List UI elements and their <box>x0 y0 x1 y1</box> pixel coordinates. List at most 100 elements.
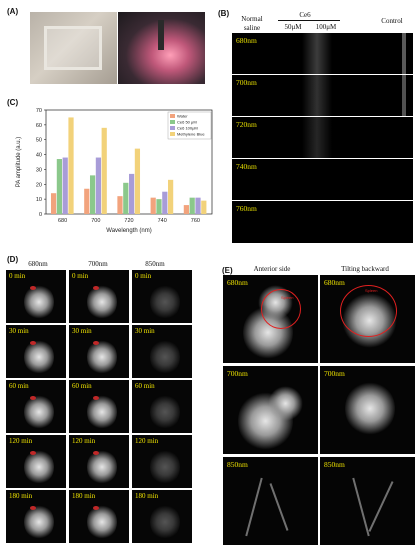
y-tick-label: 40 <box>36 153 42 159</box>
time-tile-r4-c0: 180 min <box>6 490 66 543</box>
y-tick-label: 30 <box>36 167 42 173</box>
strip-label-760: 760nm <box>236 204 257 213</box>
time-label: 120 min <box>9 437 33 445</box>
time-tile-r2-c1: 60 min <box>69 380 129 433</box>
panel-d-label: (D) <box>7 255 19 264</box>
time-label: 120 min <box>135 437 159 445</box>
e-col-header-anterior: Anterior side <box>253 265 291 273</box>
spleen-label-anterior: Spleen <box>281 295 294 300</box>
time-label: 0 min <box>72 272 89 280</box>
x-tick-label: 720 <box>124 218 133 224</box>
y-tick-label: 10 <box>36 197 42 203</box>
bar-water-760 <box>183 205 189 214</box>
y-tick-label: 20 <box>36 182 42 188</box>
time-label: 0 min <box>135 272 152 280</box>
header-ce6-underline <box>278 20 340 21</box>
legend-swatch <box>170 132 175 136</box>
pa-strip-stack: 680nm 700nm 720nm 740nm 760nm <box>232 33 413 243</box>
time-label: 180 min <box>9 492 33 500</box>
bar-ce6-50-μm-720 <box>123 182 129 214</box>
x-tick-label: 700 <box>91 218 100 224</box>
time-tile-r0-c0: 0 min <box>6 270 66 323</box>
panel-a-photos <box>30 12 205 84</box>
e-tile-tilting-680: 680nm Spleen <box>320 275 415 363</box>
time-tile-r4-c2: 180 min <box>132 490 192 543</box>
bar-ce6-50-μm-740 <box>156 199 162 214</box>
time-series-grid: 0 min 0 min 0 min 30 min 30 min 30 min 60 min 6… <box>6 270 192 545</box>
panel-b-label: (B) <box>218 9 230 18</box>
e-tile-anterior-700: 700nm <box>223 366 318 454</box>
panel-a-label: (A) <box>7 7 19 16</box>
x-axis-label: Wavelength (nm) <box>106 228 151 234</box>
time-label: 60 min <box>135 382 155 390</box>
bar-methylene-blue-680 <box>68 117 74 214</box>
phantom-tray-photo <box>30 12 118 84</box>
strip-label-700: 700nm <box>236 78 257 87</box>
e-tile-tilting-850: 850nm <box>320 457 415 545</box>
time-tile-r3-c2: 120 min <box>132 435 192 488</box>
pa-amplitude-chart: 0 10 20 30 40 50 60 70 PA amplitude (a.u.) 680 700… <box>16 108 213 234</box>
e-row-label-680a: 680nm <box>227 278 248 287</box>
imaging-setup-photo <box>118 12 205 84</box>
phantom-tray <box>44 26 102 70</box>
time-tile-r0-c1: 0 min <box>69 270 129 323</box>
legend-swatch <box>170 120 175 124</box>
header-control: Control <box>381 17 403 25</box>
time-label: 60 min <box>9 382 29 390</box>
legend-entry: Water <box>177 114 188 119</box>
y-tick-label: 60 <box>36 123 42 129</box>
header-50um: 50μM <box>284 23 302 31</box>
bar-water-680 <box>50 193 57 214</box>
e-row-label-680b: 680nm <box>324 278 345 287</box>
orientation-grid: 680nm Spleen 680nm Spleen 700nm 700nm 85… <box>223 275 415 545</box>
spleen-label-tilting: Spleen <box>365 288 378 293</box>
strip-label-680: 680nm <box>236 36 257 45</box>
pa-strip-700: 700nm <box>232 75 413 116</box>
x-tick-label: 760 <box>191 218 200 224</box>
y-tick-label: 0 <box>39 212 42 218</box>
legend-entry: Ce6 50 μM <box>177 120 197 125</box>
legend-swatch <box>170 126 175 130</box>
e-tile-anterior-680: 680nm Spleen <box>223 275 318 363</box>
time-tile-r0-c2: 0 min <box>132 270 192 323</box>
bar-methylene-blue-760 <box>201 200 207 214</box>
time-tile-r1-c2: 30 min <box>132 325 192 378</box>
time-tile-r1-c0: 30 min <box>6 325 66 378</box>
strip-control-700 <box>402 75 406 116</box>
bar-methylene-blue-700 <box>101 127 107 214</box>
bar-ce6-100μm-760 <box>195 197 201 214</box>
y-tick-label: 50 <box>36 138 42 144</box>
bar-ce6-100μm-680 <box>62 157 68 214</box>
time-label: 120 min <box>72 437 96 445</box>
time-tile-r1-c1: 30 min <box>69 325 129 378</box>
bar-ce6-100μm-700 <box>95 157 102 214</box>
bar-methylene-blue-720 <box>134 148 141 214</box>
header-100um: 100μM <box>315 23 337 31</box>
e-tile-anterior-850: 850nm <box>223 457 318 545</box>
time-label: 180 min <box>135 492 159 500</box>
pa-strip-760: 760nm <box>232 201 413 243</box>
d-col-header-850: 850nm <box>145 260 165 268</box>
bar-ce6-100μm-720 <box>129 173 135 214</box>
header-ce6: Ce6 <box>299 11 311 19</box>
y-tick-label: 70 <box>36 108 42 114</box>
strip-control-680 <box>402 33 406 74</box>
y-axis-label: PA amplitude (a.u.) <box>16 137 22 188</box>
legend-box <box>167 111 212 140</box>
header-normal-saline-line2: saline <box>243 24 261 32</box>
time-tile-r3-c1: 120 min <box>69 435 129 488</box>
e-row-label-700a: 700nm <box>227 369 248 378</box>
pa-strip-720: 720nm <box>232 117 413 158</box>
bar-water-720 <box>117 196 123 214</box>
d-col-header-700: 700nm <box>88 260 108 268</box>
time-tile-r2-c2: 60 min <box>132 380 192 433</box>
x-tick-label: 680 <box>58 218 67 224</box>
bar-ce6-50-μm-760 <box>189 197 195 214</box>
panel-e-label: (E) <box>222 266 233 275</box>
strip-band-700 <box>302 75 332 116</box>
e-row-label-700b: 700nm <box>324 369 345 378</box>
bar-methylene-blue-740 <box>168 179 174 214</box>
bar-ce6-100μm-740 <box>162 191 168 214</box>
strip-label-740: 740nm <box>236 162 257 171</box>
e-row-label-850a: 850nm <box>227 460 248 469</box>
